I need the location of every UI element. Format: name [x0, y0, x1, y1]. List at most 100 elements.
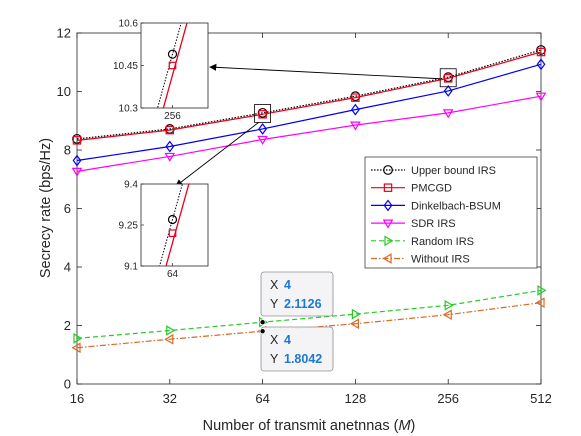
x-axis-label-main: Number of transmit anetnnas (: [203, 418, 399, 434]
data-point: [71, 167, 83, 177]
datatip-box: [260, 271, 334, 317]
datatip-y-value: 2.1126: [284, 297, 322, 311]
inset-pmcgd-marker: [168, 229, 177, 238]
data-point: [164, 333, 174, 345]
zoom-region: [254, 104, 272, 123]
data-point: [258, 110, 267, 119]
inset-box: [140, 183, 209, 267]
data-point: [535, 297, 545, 309]
datatip-box: [260, 326, 334, 372]
series-line: [76, 63, 542, 162]
inset-upper-marker: [167, 49, 178, 59]
x-axis-label-close: ): [411, 418, 416, 434]
y-tick-label: 8: [64, 143, 71, 158]
data-point: [350, 103, 360, 116]
datatip-x-value: 4: [284, 333, 291, 347]
legend-label: Without IRS: [411, 254, 470, 266]
inset-y-tick-label: 9.25: [119, 221, 139, 232]
data-point: [71, 342, 81, 354]
datatip-x-value: 4: [284, 278, 291, 292]
data-point: [165, 140, 175, 153]
series-line: [76, 49, 542, 140]
inset-pmcgd-line: [162, 23, 188, 108]
x-tick-label: 128: [345, 391, 367, 406]
inset-y-tick-label: 9.4: [124, 180, 138, 191]
x-tick-label: 512: [530, 391, 552, 406]
data-point: [349, 318, 360, 330]
zoom-callouts: [175, 63, 457, 187]
zoom-region: [439, 68, 457, 88]
inset-upper-marker: [167, 214, 178, 225]
data-point: [537, 285, 547, 296]
data-point: [257, 135, 268, 145]
datatip: X 4Y 2.1126: [259, 271, 334, 326]
inset-256: 10.3 10.45 10.6 256: [113, 19, 209, 122]
legend-marker: [382, 219, 394, 229]
data-point: [351, 93, 360, 102]
y-tick-label: 12: [57, 26, 71, 41]
legend-label: PMCGD: [411, 183, 452, 195]
y-tick-label: 4: [64, 260, 71, 275]
inset-pmcgd-line: [165, 184, 190, 266]
datatip-x-label: X: [270, 333, 279, 347]
data-point: [258, 122, 268, 135]
data-point: [536, 45, 546, 55]
data-point: [257, 107, 268, 118]
data-point: [536, 58, 546, 71]
insets: 10.3 10.45 10.6 256 9.1 9.25 9.4 64: [113, 19, 209, 280]
y-tick-label: 6: [64, 201, 71, 216]
y-tick-label: 10: [57, 84, 71, 99]
legend-marker: [383, 165, 393, 175]
inset-pmcgd-marker: [168, 61, 177, 70]
x-tick-label: 256: [437, 391, 459, 406]
data-point: [535, 92, 547, 102]
inset-upper-line: [157, 23, 182, 108]
inset-upper-line: [159, 184, 183, 266]
data-point: [72, 136, 82, 145]
y-tick-label: 2: [64, 318, 71, 333]
y-axis-label: Secrecy rate (bps/Hz): [38, 138, 54, 278]
data-point: [443, 84, 453, 97]
legend-box: [364, 156, 538, 269]
data-point: [443, 74, 453, 83]
data-point: [166, 325, 176, 336]
datatip: X 4Y 1.8042: [259, 326, 334, 372]
x-tick-label: 16: [70, 391, 84, 406]
series-line: [76, 289, 542, 339]
x-tick-label: 64: [255, 391, 269, 406]
zoom-arrow: [175, 122, 259, 187]
series-layer: [71, 45, 547, 354]
data-point: [73, 333, 83, 344]
inset-y-tick-label: 10.6: [119, 19, 139, 30]
x-tick-label: 32: [163, 391, 177, 406]
legend-label: Upper bound IRS: [411, 165, 496, 177]
y-tick-label: 0: [64, 377, 71, 392]
inset-lines: [159, 184, 190, 266]
zoom-arrow: [209, 63, 441, 80]
datatip-anchor: [259, 319, 266, 326]
data-point: [350, 121, 361, 131]
inset-x-tick-label: 64: [167, 269, 179, 280]
x-axis-label: Number of transmit anetnnas (M): [203, 418, 416, 434]
x-axis-label-var: M: [398, 418, 411, 434]
data-point: [444, 299, 454, 311]
legend-marker: [383, 199, 393, 212]
data-point: [72, 154, 82, 167]
data-point: [164, 152, 176, 162]
data-point: [536, 47, 546, 57]
inset-y-tick-label: 10.45: [113, 61, 138, 72]
series-line: [76, 95, 542, 172]
inset-y-tick-label: 10.3: [119, 104, 139, 115]
inset-y-tick-label: 9.1: [124, 262, 138, 273]
data-point: [351, 308, 361, 320]
series-line: [76, 51, 542, 141]
legend-marker: [382, 253, 392, 264]
datatip-y-label: Y: [270, 297, 279, 311]
ticks-layer: 16 32 64 128 256 512 0 2 4 6 8 10 12: [57, 26, 552, 407]
data-point: [442, 309, 452, 321]
legend: Upper bound IRS PMCGD Dinkelbach-BSUM SDR I…: [364, 156, 538, 269]
datatip-y-label: Y: [270, 352, 279, 366]
legend-label: SDR IRS: [411, 218, 456, 230]
